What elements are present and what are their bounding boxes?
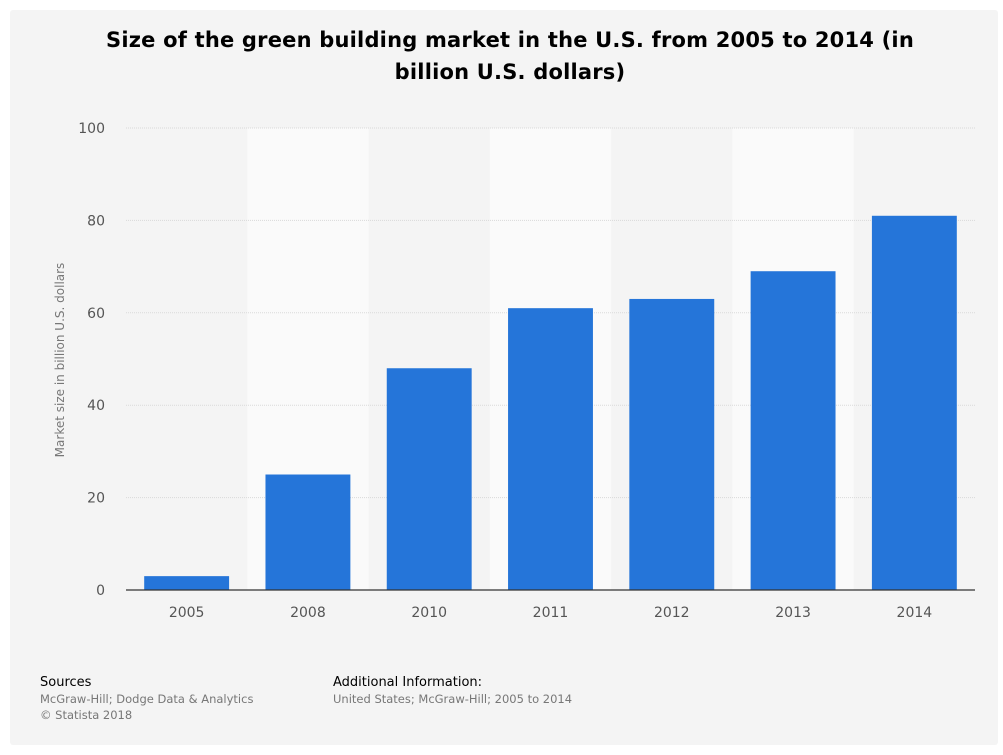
chart-title: Size of the green building market in the… — [60, 24, 960, 88]
x-tick-label: 2011 — [533, 605, 569, 621]
y-tick-label: 60 — [87, 306, 105, 322]
y-tick-label: 40 — [87, 398, 105, 414]
bar-2014 — [871, 215, 957, 590]
y-tick-label: 0 — [96, 583, 105, 599]
bar-2012 — [629, 298, 715, 590]
x-tick-label: 2013 — [775, 605, 811, 621]
bar-2013 — [750, 271, 836, 590]
additional-info-text: United States; McGraw-Hill; 2005 to 2014 — [333, 692, 573, 706]
y-tick-label: 20 — [87, 491, 105, 507]
copyright-text: © Statista 2018 — [40, 708, 133, 722]
additional-info-heading: Additional Information: — [333, 675, 483, 690]
chart-title-line-2: billion U.S. dollars) — [394, 60, 626, 84]
y-tick-label: 100 — [78, 121, 105, 137]
y-tick-label: 80 — [87, 213, 105, 229]
bar-2008 — [265, 474, 351, 590]
x-tick-label: 2012 — [654, 605, 690, 621]
chart-title-line-1: Size of the green building market in the… — [106, 28, 914, 52]
sources-text: McGraw-Hill; Dodge Data & Analytics — [40, 692, 254, 706]
bar-2010 — [386, 368, 472, 590]
bar-2011 — [508, 308, 593, 590]
x-tick-label: 2005 — [169, 605, 205, 621]
additional-info-block: Additional Information: United States; M… — [333, 675, 572, 707]
x-tick-label: 2014 — [897, 605, 933, 621]
y-axis-label: Market size in billion U.S. dollars — [53, 263, 67, 458]
bar-2005 — [144, 576, 230, 590]
x-tick-label: 2008 — [290, 605, 326, 621]
sources-heading: Sources — [40, 675, 92, 690]
x-tick-label: 2010 — [411, 605, 447, 621]
sources-block: Sources McGraw-Hill; Dodge Data & Analyt… — [40, 675, 253, 723]
